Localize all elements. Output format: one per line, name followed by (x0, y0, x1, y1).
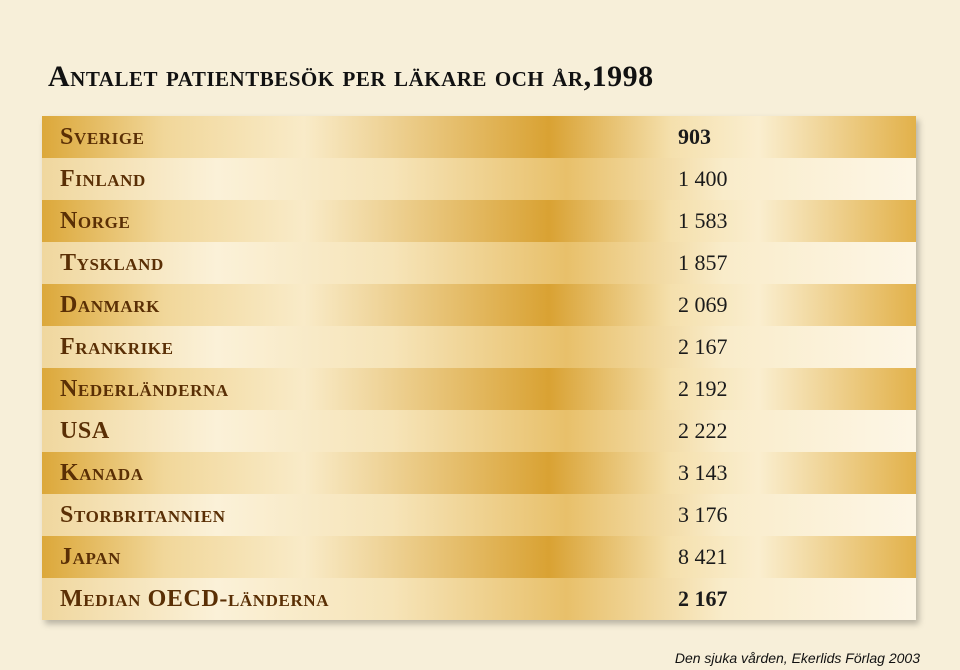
visit-count-value: 903 (678, 124, 711, 149)
table-row: USA 2 222 (42, 410, 916, 452)
visit-count-value: 1 857 (678, 250, 728, 275)
country-label: Tyskland (60, 249, 164, 276)
table-row: Norge 1 583 (42, 200, 916, 242)
chart-title: Antalet patientbesök per läkare och år,1… (48, 60, 654, 93)
country-label: Danmark (60, 291, 160, 318)
visit-count-value: 8 421 (678, 544, 728, 569)
visit-count-value: 2 167 (678, 334, 728, 359)
visit-count-value: 2 069 (678, 292, 728, 317)
table-row: Sverige 903 (42, 116, 916, 158)
country-label: Nederländerna (60, 375, 229, 402)
source-caption: Den sjuka vården, Ekerlids Förlag 2003 (674, 650, 920, 666)
table-row: Tyskland 1 857 (42, 242, 916, 284)
table-row: Nederländerna 2 192 (42, 368, 916, 410)
data-table: Sverige 903 Finland 1 400 Norge 1 583 Tyskland… (42, 116, 916, 620)
visit-count-value: 1 400 (678, 166, 728, 191)
visit-count-value: 2 167 (678, 586, 728, 611)
visit-count-value: 3 176 (678, 502, 728, 527)
table-row: Finland 1 400 (42, 158, 916, 200)
country-label: Finland (60, 165, 146, 192)
visit-count-value: 2 222 (678, 418, 728, 443)
visit-count-value: 3 143 (678, 460, 728, 485)
visit-count-value: 1 583 (678, 208, 728, 233)
country-label: Frankrike (60, 333, 174, 360)
table-row: Japan 8 421 (42, 536, 916, 578)
country-label: Kanada (60, 459, 144, 486)
country-label: Sverige (60, 123, 145, 150)
country-label: Storbritannien (60, 501, 226, 528)
country-label: Norge (60, 207, 131, 234)
country-label: USA (60, 417, 110, 444)
country-label: Japan (60, 543, 121, 570)
table-row: Kanada 3 143 (42, 452, 916, 494)
table-row: Storbritannien 3 176 (42, 494, 916, 536)
table-row: Median OECD-länderna 2 167 (42, 578, 916, 620)
table-row: Danmark 2 069 (42, 284, 916, 326)
country-label: Median OECD-länderna (60, 585, 330, 612)
table-row: Frankrike 2 167 (42, 326, 916, 368)
visit-count-value: 2 192 (678, 376, 728, 401)
